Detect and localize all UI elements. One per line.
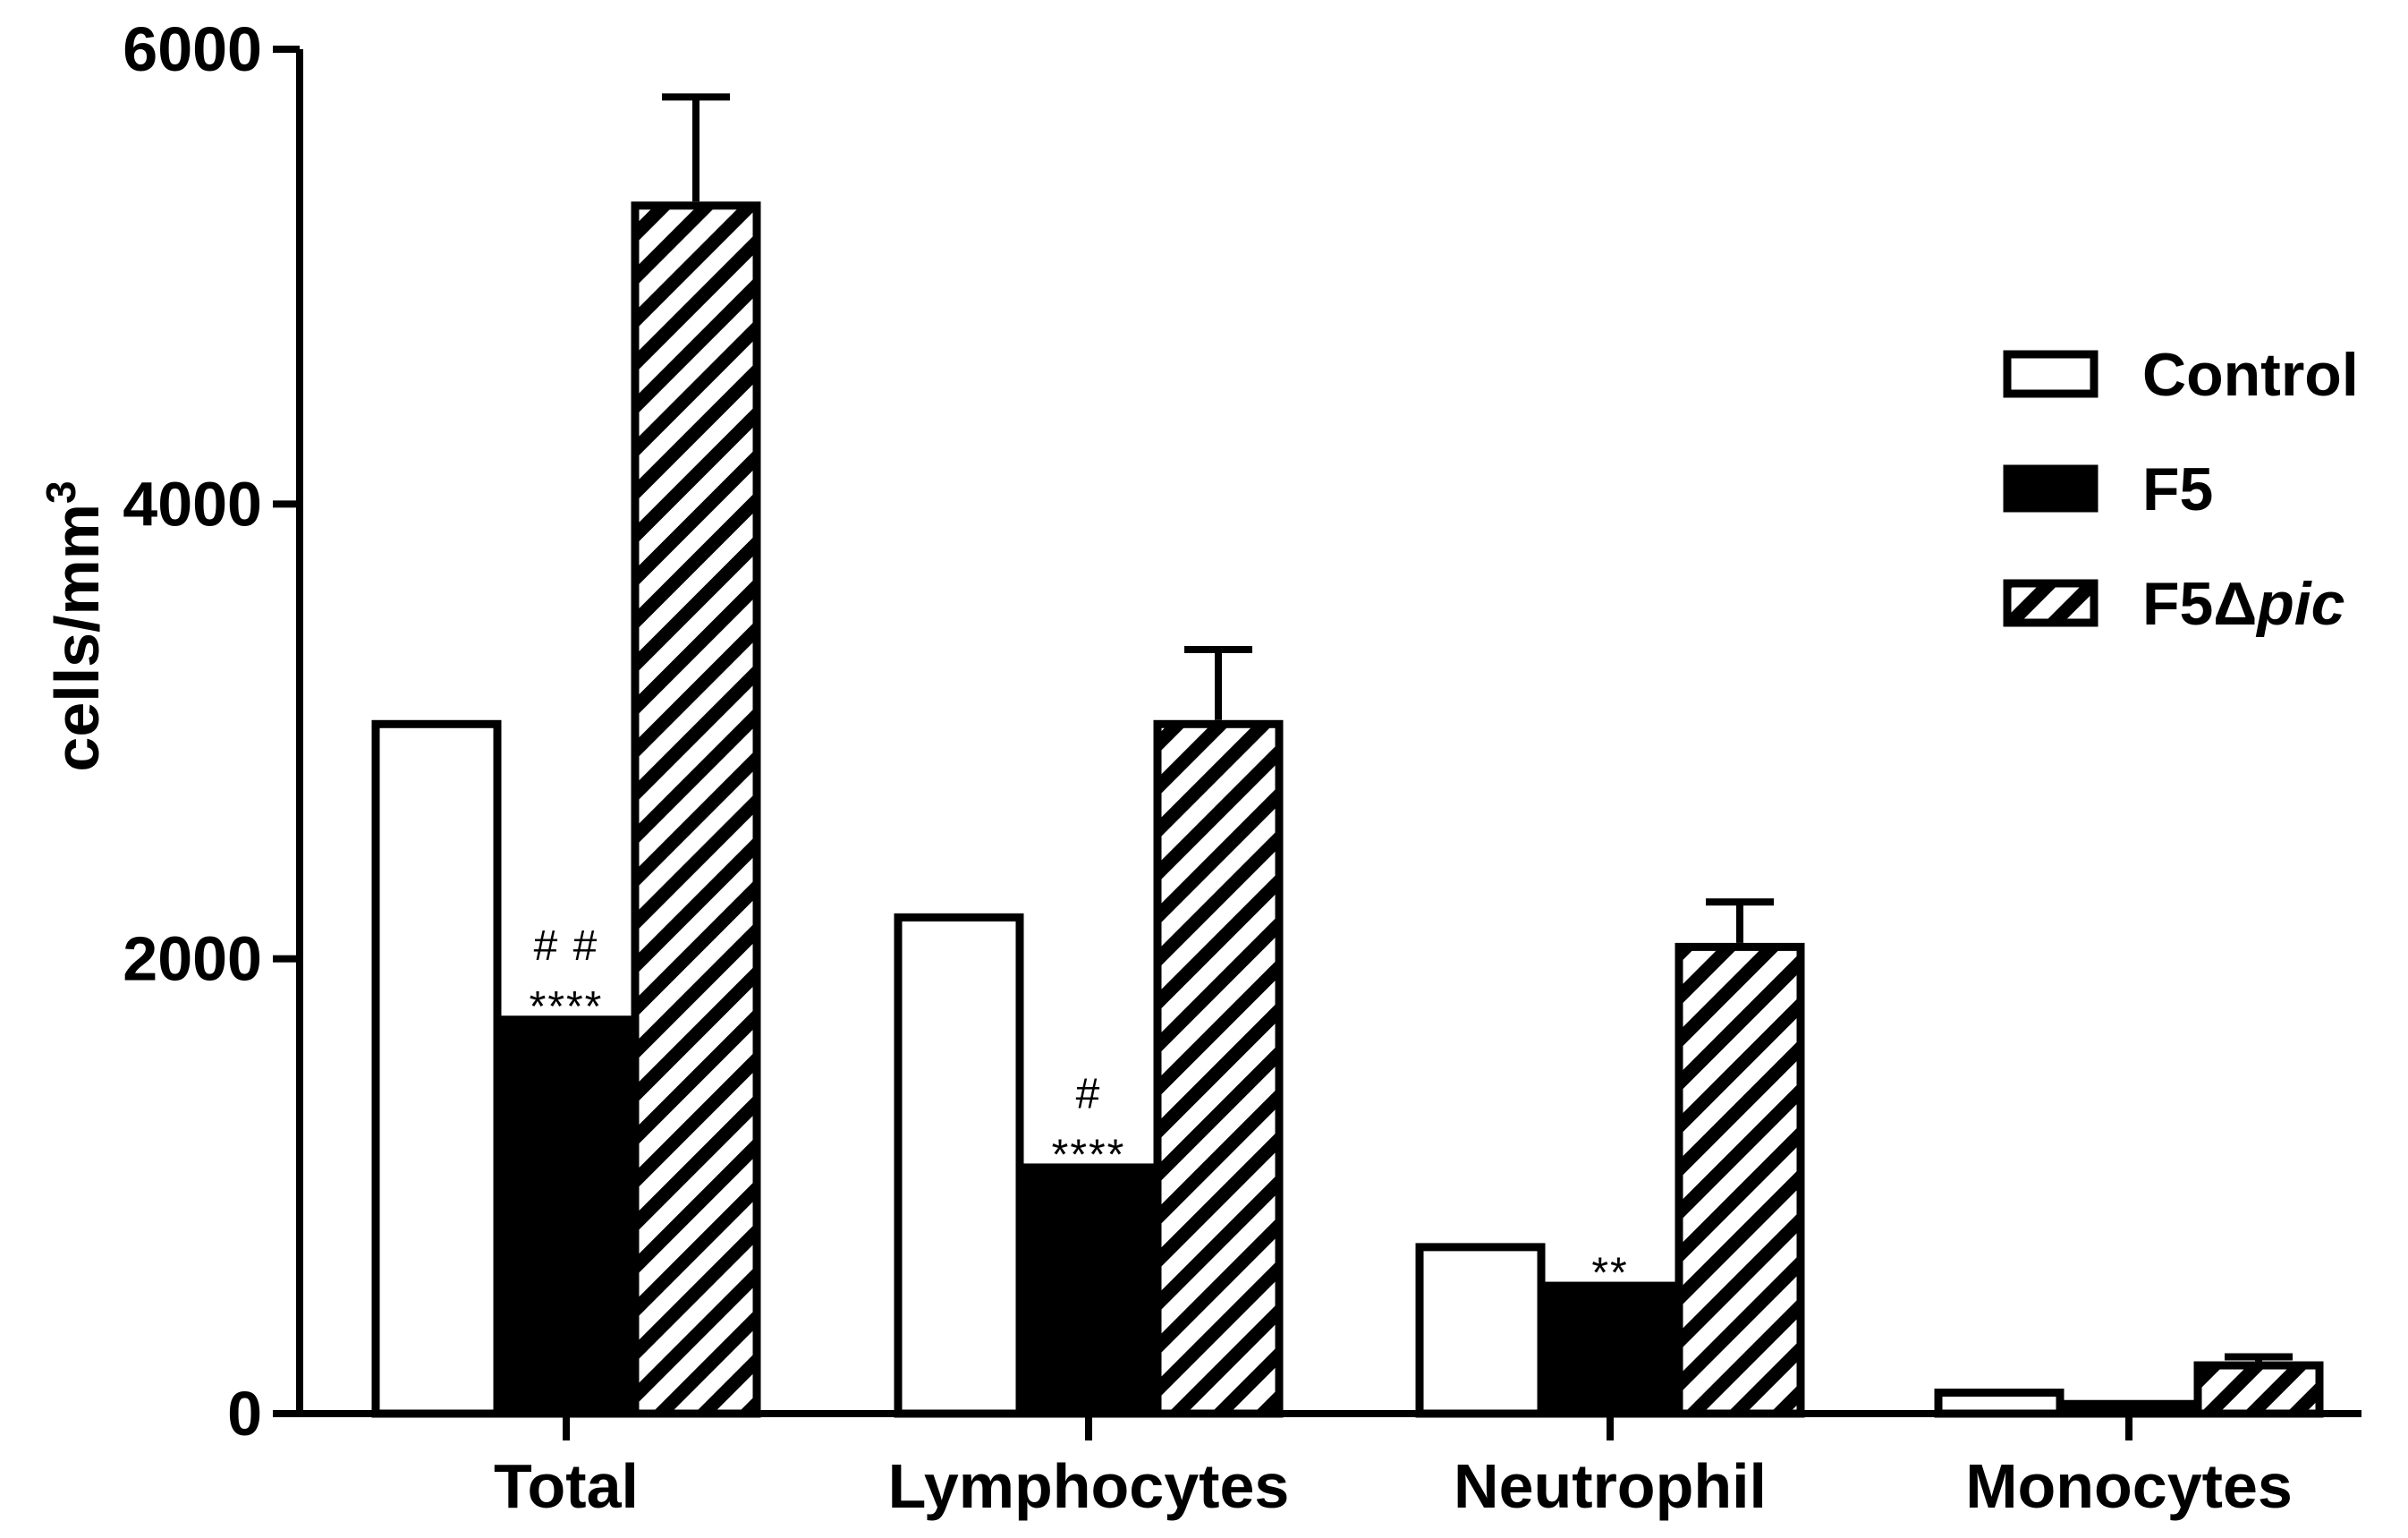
bar-open-neutrophil <box>1415 1243 1546 1418</box>
x-tick-label: Lymphocytes <box>888 1451 1290 1521</box>
x-tick-label: Neutrophil <box>1454 1451 1767 1521</box>
bar-hatched-total <box>631 201 761 1418</box>
bar-open-total <box>371 719 502 1418</box>
bar-solid-neutrophil <box>1545 1281 1675 1418</box>
x-tick-label: Monocytes <box>1965 1451 2293 1521</box>
bar-hatched-monocytes <box>2193 1361 2324 1418</box>
axes: 0 2000 4000 6000 Total Lymphocytes Neutrophil M… <box>123 14 2361 1521</box>
bar-solid-monocytes <box>2064 1399 2194 1418</box>
legend-label: F5 <box>2142 455 2213 523</box>
significance-annotation: ** <box>1591 1250 1628 1297</box>
legend: Control F5 F5Δpic <box>2003 341 2359 638</box>
significance-annotation: # # <box>534 922 599 970</box>
y-axis-label: cells/mm3 <box>38 480 112 771</box>
significance-annotation: # <box>1076 1070 1102 1117</box>
y-tick-label: 2000 <box>123 924 262 994</box>
legend-swatch-solid <box>2003 464 2099 513</box>
bar-hatched-neutrophil <box>1675 942 1805 1418</box>
bar-open-lymphocytes <box>894 913 1024 1418</box>
bar-solid-total <box>501 1015 632 1418</box>
legend-swatch-open <box>2003 350 2099 398</box>
y-tick-label: 4000 <box>123 469 262 539</box>
significance-annotation: **** <box>1052 1131 1126 1178</box>
x-tick-label: Total <box>494 1451 639 1521</box>
legend-swatch-hatched <box>2003 579 2099 627</box>
legend-label: Control <box>2142 341 2359 409</box>
y-tick-label: 0 <box>227 1379 262 1449</box>
significance-annotation: **** <box>530 983 604 1031</box>
legend-label: F5Δpic <box>2142 570 2344 638</box>
bar-hatched-lymphocytes <box>1153 719 1284 1418</box>
y-tick-label: 6000 <box>123 14 262 84</box>
bars: # #****#****** <box>371 93 2324 1418</box>
bar-open-monocytes <box>1934 1389 2065 1418</box>
bar-solid-lymphocytes <box>1023 1163 1154 1418</box>
